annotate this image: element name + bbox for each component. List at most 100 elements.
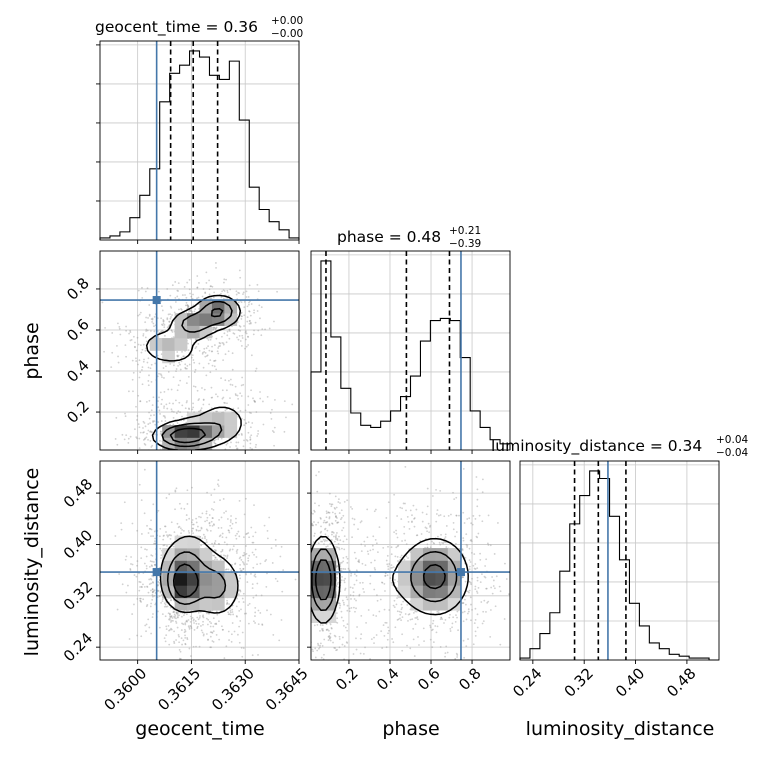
sample-point — [148, 304, 151, 306]
sample-point — [364, 545, 366, 547]
sample-point — [186, 503, 189, 505]
sample-point — [120, 528, 123, 531]
sample-point — [282, 569, 285, 571]
sample-point — [412, 612, 415, 614]
sample-point — [231, 470, 233, 472]
sample-point — [353, 583, 356, 586]
sample-point — [170, 599, 172, 601]
sample-point — [414, 623, 417, 626]
sample-point — [150, 446, 153, 448]
sample-point — [217, 542, 220, 545]
sample-point — [169, 363, 172, 365]
sample-point — [254, 615, 256, 617]
sample-point — [470, 522, 473, 525]
sample-point — [142, 343, 145, 346]
sample-point — [327, 511, 330, 514]
sample-point — [483, 575, 486, 578]
sample-point — [400, 554, 403, 557]
sample-point — [223, 541, 226, 544]
sample-point — [179, 657, 182, 660]
sample-point — [205, 452, 207, 454]
sample-point — [307, 527, 309, 529]
sample-point — [353, 518, 356, 521]
sample-point — [317, 647, 320, 650]
sample-point — [198, 282, 200, 284]
sample-point — [128, 332, 130, 335]
sample-point — [147, 618, 150, 621]
sample-point — [171, 314, 173, 316]
sample-point — [325, 521, 328, 524]
sample-point — [174, 508, 176, 511]
sample-point — [216, 613, 219, 616]
sample-point — [326, 628, 329, 631]
sample-point — [285, 416, 287, 419]
histogram-bin — [430, 321, 440, 450]
sample-point — [408, 528, 411, 530]
sample-point — [245, 563, 248, 566]
sample-point — [248, 536, 251, 539]
sample-point — [223, 278, 226, 281]
sample-point — [241, 434, 243, 436]
sample-point — [173, 364, 175, 367]
sample-point — [235, 441, 238, 444]
sample-point — [204, 351, 207, 354]
histogram-bin — [629, 603, 639, 660]
sample-point — [257, 433, 259, 435]
sample-point — [495, 575, 498, 578]
sample-point — [361, 581, 364, 584]
sample-point — [160, 353, 163, 356]
sample-point — [203, 351, 206, 353]
sample-point — [306, 610, 308, 612]
sample-point — [336, 517, 338, 519]
sample-point — [328, 665, 330, 667]
sample-point — [208, 293, 211, 296]
sample-point — [431, 540, 433, 543]
sample-point — [146, 329, 149, 332]
sample-point — [312, 524, 314, 527]
sample-point — [191, 527, 194, 530]
sample-point — [278, 639, 281, 642]
sample-point — [214, 327, 217, 330]
sample-point — [444, 536, 447, 538]
sample-point — [119, 333, 122, 336]
sample-point — [334, 512, 337, 515]
title-phase: phase = 0.48 — [337, 228, 441, 246]
y-tick-label: 0.40 — [60, 526, 96, 562]
sample-point — [352, 606, 355, 609]
sample-point — [247, 604, 249, 607]
sample-point — [187, 625, 190, 628]
sample-point — [193, 310, 196, 313]
sample-point — [255, 556, 258, 558]
sample-point — [135, 357, 137, 360]
sample-point — [170, 329, 173, 331]
sample-point — [101, 301, 104, 304]
sample-point — [229, 446, 231, 448]
sample-point — [141, 296, 144, 299]
sample-point — [403, 525, 406, 528]
sample-point — [187, 305, 190, 308]
sample-point — [301, 527, 303, 529]
sample-point — [240, 608, 242, 611]
sample-point — [151, 598, 154, 601]
sample-point — [171, 331, 174, 333]
sample-point — [234, 562, 237, 565]
sample-point — [189, 615, 192, 618]
sample-point — [157, 509, 160, 512]
histogram-bin — [560, 571, 570, 660]
sample-point — [240, 463, 242, 465]
sample-point — [342, 556, 345, 559]
sample-point — [143, 468, 146, 471]
histogram-bin — [259, 210, 269, 240]
sample-point — [152, 613, 154, 615]
sample-point — [443, 622, 445, 624]
sample-point — [391, 566, 394, 569]
sample-point — [186, 304, 189, 307]
sample-point — [111, 351, 114, 354]
sample-point — [300, 593, 302, 595]
sample-point — [216, 483, 219, 486]
sample-point — [186, 620, 189, 623]
sample-point — [154, 564, 157, 566]
sample-point — [321, 624, 324, 627]
panel-phase-vs-geocent-time — [96, 250, 300, 472]
sample-point — [217, 485, 220, 487]
